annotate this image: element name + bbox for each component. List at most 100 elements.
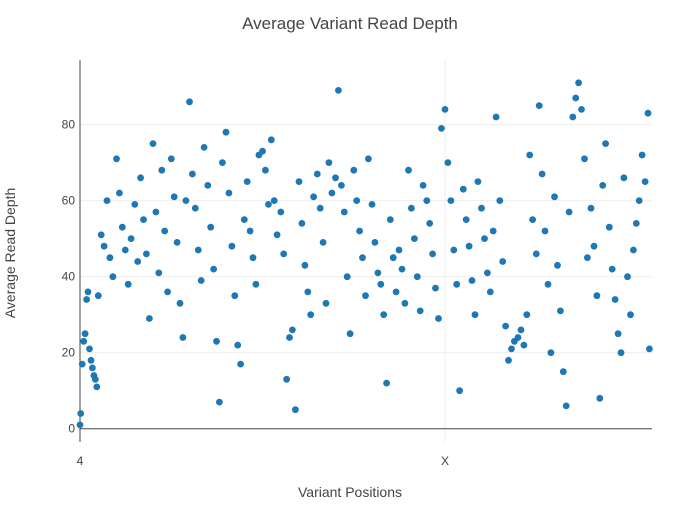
data-point[interactable]: [419, 182, 427, 189]
data-point[interactable]: [118, 223, 126, 231]
data-point[interactable]: [456, 387, 463, 395]
data-point[interactable]: [127, 235, 135, 243]
data-point[interactable]: [189, 170, 196, 178]
data-point[interactable]: [332, 174, 339, 182]
data-point[interactable]: [405, 166, 412, 174]
data-point[interactable]: [474, 178, 482, 186]
data-point[interactable]: [486, 288, 494, 296]
data-point[interactable]: [176, 299, 184, 307]
data-point[interactable]: [100, 242, 108, 250]
data-point[interactable]: [316, 204, 324, 212]
data-point[interactable]: [529, 216, 536, 224]
data-point[interactable]: [219, 159, 226, 167]
data-point[interactable]: [322, 299, 330, 307]
data-point[interactable]: [131, 201, 139, 208]
data-point[interactable]: [526, 151, 534, 159]
data-point[interactable]: [368, 201, 376, 208]
data-point[interactable]: [313, 170, 321, 178]
data-point[interactable]: [307, 311, 315, 319]
data-point[interactable]: [295, 178, 303, 186]
data-point[interactable]: [593, 292, 601, 300]
data-point[interactable]: [365, 155, 372, 163]
data-point[interactable]: [395, 246, 403, 254]
data-point[interactable]: [97, 231, 105, 239]
data-point[interactable]: [398, 265, 406, 273]
data-point[interactable]: [81, 330, 89, 338]
data-point[interactable]: [191, 204, 199, 212]
data-point[interactable]: [581, 155, 588, 163]
data-point[interactable]: [499, 258, 507, 265]
data-point[interactable]: [273, 231, 281, 239]
data-point[interactable]: [468, 277, 476, 284]
data-point[interactable]: [359, 254, 366, 262]
data-point[interactable]: [614, 330, 622, 338]
data-point[interactable]: [252, 280, 260, 288]
data-point[interactable]: [638, 151, 646, 159]
data-point[interactable]: [541, 227, 549, 235]
data-point[interactable]: [116, 189, 123, 197]
data-point[interactable]: [554, 261, 561, 269]
data-point[interactable]: [453, 280, 461, 288]
data-point[interactable]: [502, 322, 509, 330]
data-point[interactable]: [210, 265, 218, 273]
data-point[interactable]: [532, 250, 540, 258]
data-point[interactable]: [392, 288, 400, 296]
data-point[interactable]: [83, 296, 90, 303]
data-point[interactable]: [152, 208, 160, 216]
data-point[interactable]: [186, 98, 193, 106]
data-point[interactable]: [517, 326, 525, 334]
data-point[interactable]: [204, 182, 212, 189]
data-point[interactable]: [143, 250, 150, 258]
data-point[interactable]: [231, 292, 239, 300]
data-point[interactable]: [481, 235, 488, 243]
data-point[interactable]: [246, 227, 254, 235]
data-point[interactable]: [173, 239, 181, 246]
data-point[interactable]: [200, 144, 208, 151]
data-point[interactable]: [617, 349, 625, 357]
data-point[interactable]: [328, 189, 336, 197]
data-point[interactable]: [489, 227, 497, 235]
data-point[interactable]: [155, 269, 163, 277]
data-point[interactable]: [170, 193, 178, 201]
data-point[interactable]: [228, 242, 236, 250]
data-point[interactable]: [413, 273, 421, 281]
data-point[interactable]: [602, 140, 609, 148]
data-point[interactable]: [167, 155, 175, 163]
data-point[interactable]: [109, 273, 117, 281]
data-point[interactable]: [343, 273, 351, 281]
data-point[interactable]: [538, 170, 546, 178]
data-point[interactable]: [265, 201, 272, 208]
data-point[interactable]: [124, 280, 132, 288]
data-point[interactable]: [106, 254, 114, 262]
data-point[interactable]: [450, 246, 458, 254]
data-point[interactable]: [611, 296, 619, 303]
data-point[interactable]: [435, 315, 442, 322]
data-point[interactable]: [547, 349, 555, 357]
data-point[interactable]: [471, 311, 479, 319]
data-point[interactable]: [240, 216, 248, 224]
data-point[interactable]: [325, 159, 333, 167]
data-point[interactable]: [103, 197, 111, 205]
data-point[interactable]: [535, 102, 543, 109]
data-point[interactable]: [286, 334, 293, 341]
data-point[interactable]: [544, 280, 552, 288]
data-point[interactable]: [249, 254, 257, 262]
data-point[interactable]: [383, 379, 390, 387]
data-point[interactable]: [292, 406, 299, 414]
data-point[interactable]: [587, 204, 595, 212]
data-point[interactable]: [353, 197, 361, 205]
data-point[interactable]: [608, 265, 616, 273]
data-point[interactable]: [134, 258, 142, 265]
data-point[interactable]: [401, 299, 409, 307]
data-point[interactable]: [179, 334, 187, 341]
data-point[interactable]: [243, 178, 251, 186]
data-point[interactable]: [584, 254, 591, 262]
data-point[interactable]: [301, 261, 309, 269]
data-point[interactable]: [371, 239, 379, 246]
data-point[interactable]: [562, 402, 570, 410]
data-point[interactable]: [462, 216, 470, 224]
data-point[interactable]: [283, 375, 290, 383]
data-point[interactable]: [78, 360, 86, 368]
data-point[interactable]: [411, 235, 418, 243]
data-point[interactable]: [310, 193, 317, 201]
